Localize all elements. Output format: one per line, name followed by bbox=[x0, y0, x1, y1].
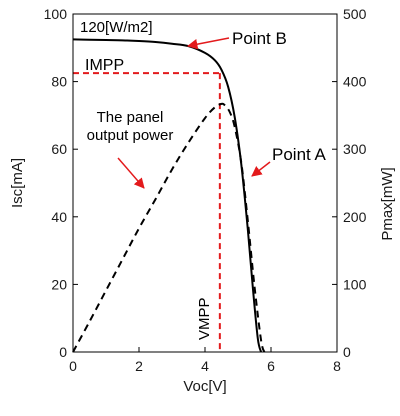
y2-tick-label: 400 bbox=[343, 74, 367, 90]
y-tick-label: 60 bbox=[51, 141, 67, 157]
x-tick-label: 8 bbox=[333, 358, 341, 374]
x-tick-label: 6 bbox=[267, 358, 275, 374]
y-tick-label: 100 bbox=[44, 6, 68, 22]
panel-output-label-line2: output power bbox=[87, 127, 174, 144]
y-tick-label: 40 bbox=[51, 209, 67, 225]
y2-tick-label: 100 bbox=[343, 276, 367, 292]
panel-output-label-line1: The panel bbox=[97, 109, 164, 126]
point-a-label: Point A bbox=[272, 145, 327, 164]
point-b-arrow bbox=[186, 37, 230, 50]
panel-output-arrow bbox=[117, 157, 145, 189]
y-tick-label: 80 bbox=[51, 74, 67, 90]
x-tick-label: 2 bbox=[135, 358, 143, 374]
y-axis-title: Isc[mA] bbox=[9, 158, 26, 208]
point-a-arrow bbox=[251, 161, 271, 177]
impp-label: IMPP bbox=[85, 57, 124, 74]
x-tick-label: 4 bbox=[201, 358, 209, 374]
current-curve bbox=[72, 38, 263, 353]
y-tick-label: 20 bbox=[51, 276, 67, 292]
y2-axis-title: Pmax[mW] bbox=[379, 167, 396, 240]
y2-tick-label: 200 bbox=[343, 209, 367, 225]
y2-tick-label: 500 bbox=[343, 6, 367, 22]
x-tick-label: 0 bbox=[69, 358, 77, 374]
point-b-label: Point B bbox=[232, 29, 287, 48]
vmpp-label: VMPP bbox=[196, 297, 213, 340]
x-axis-title: Voc[V] bbox=[183, 378, 226, 395]
y2-tick-label: 0 bbox=[343, 344, 351, 360]
y2-tick-label: 300 bbox=[343, 141, 367, 157]
y-tick-label: 0 bbox=[59, 344, 67, 360]
power-curve bbox=[72, 102, 266, 353]
irradiance-label: 120[W/m2] bbox=[80, 19, 153, 36]
